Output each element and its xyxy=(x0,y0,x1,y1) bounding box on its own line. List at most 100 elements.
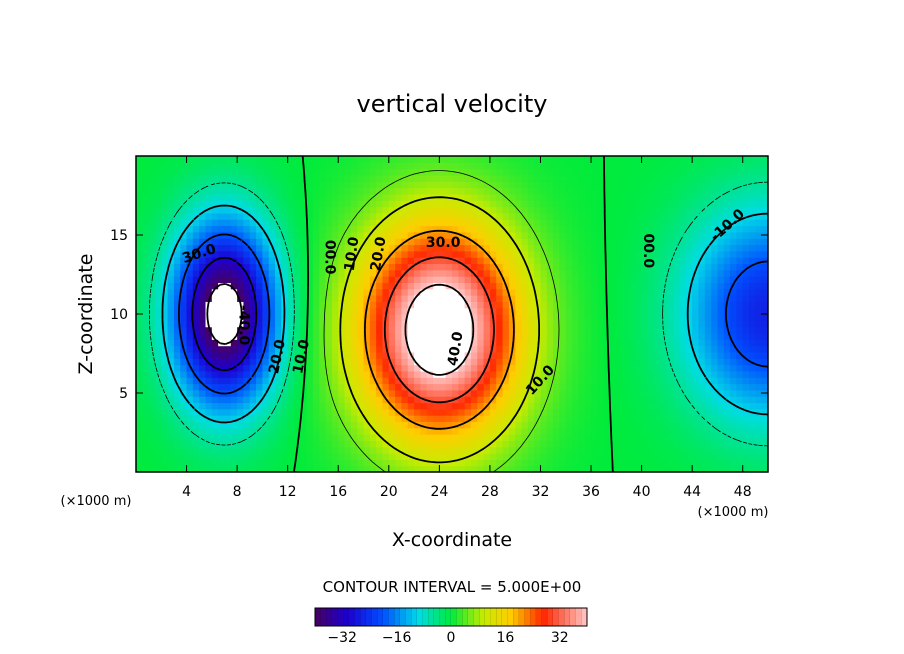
heat-cell xyxy=(414,459,421,467)
heat-cell xyxy=(420,206,428,214)
heat-cell xyxy=(540,389,548,397)
heat-cell xyxy=(186,288,194,296)
heat-cell xyxy=(711,231,719,239)
heat-cell xyxy=(433,364,440,372)
heat-cell xyxy=(742,307,750,315)
heat-cell xyxy=(540,295,548,302)
heat-cell xyxy=(205,168,213,176)
heat-cell xyxy=(502,326,510,334)
heat-cell xyxy=(578,238,586,246)
heat-cell xyxy=(262,301,270,309)
heat-cell xyxy=(136,212,143,220)
heat-cell xyxy=(546,181,554,189)
heat-cell xyxy=(565,351,573,359)
heat-cell xyxy=(527,288,535,296)
heat-cell xyxy=(218,276,226,283)
heat-cell xyxy=(357,162,365,170)
heat-cell xyxy=(502,465,510,472)
heat-cell xyxy=(439,421,447,429)
heat-cell xyxy=(350,383,358,391)
heat-cell xyxy=(344,332,352,340)
heat-cell xyxy=(275,345,282,353)
heat-cell xyxy=(736,434,744,441)
heat-cell xyxy=(647,446,655,454)
heat-cell xyxy=(698,187,706,195)
heat-cell xyxy=(572,238,579,246)
heat-cell xyxy=(161,389,169,397)
heat-cell xyxy=(192,263,200,271)
heat-cell xyxy=(395,364,403,372)
heat-cell xyxy=(173,453,181,460)
heat-cell xyxy=(527,156,535,163)
heat-cell xyxy=(749,351,756,359)
heat-cell xyxy=(439,440,447,448)
heat-cell xyxy=(262,295,270,302)
heat-cell xyxy=(540,434,548,441)
heat-cell xyxy=(445,326,453,334)
heat-cell xyxy=(610,370,617,378)
heat-cell xyxy=(483,238,491,246)
heat-cell xyxy=(559,200,567,208)
heat-cell xyxy=(237,269,245,277)
heat-cell xyxy=(420,269,428,277)
heat-cell xyxy=(502,231,510,239)
heat-cell xyxy=(565,339,573,347)
heat-cell xyxy=(243,389,251,397)
heat-cell xyxy=(376,193,384,201)
heat-cell xyxy=(477,269,485,277)
heat-cell xyxy=(477,358,485,366)
heat-cell xyxy=(610,453,617,460)
heat-cell xyxy=(515,370,523,378)
heat-cell xyxy=(698,370,706,378)
heat-cell xyxy=(344,307,352,315)
heat-cell xyxy=(287,301,295,309)
heat-cell xyxy=(414,358,421,366)
heat-cell xyxy=(742,453,750,460)
heat-cell xyxy=(224,168,232,176)
heat-cell xyxy=(237,459,245,467)
heat-cell xyxy=(205,421,213,429)
heat-cell xyxy=(275,193,282,201)
heat-cell xyxy=(426,446,434,454)
heat-cell xyxy=(136,276,143,283)
heat-cell xyxy=(628,396,636,404)
heat-cell xyxy=(502,269,510,277)
heat-cell xyxy=(521,238,529,246)
heat-cell xyxy=(407,415,415,423)
heat-cell xyxy=(546,187,554,195)
heat-cell xyxy=(256,269,263,277)
heat-cell xyxy=(344,301,352,309)
heat-cell xyxy=(344,212,352,220)
heat-cell xyxy=(218,219,226,227)
heat-cell xyxy=(256,257,263,265)
heat-cell xyxy=(395,453,403,460)
heat-cell xyxy=(294,421,301,429)
heat-cell xyxy=(483,345,491,353)
heat-cell xyxy=(218,282,226,290)
heat-cell xyxy=(742,168,750,176)
heat-cell xyxy=(628,162,636,170)
heat-cell xyxy=(275,434,282,441)
heat-cell xyxy=(186,453,194,460)
heat-cell xyxy=(433,415,440,423)
heat-cell xyxy=(508,427,516,435)
heat-cell xyxy=(249,238,257,246)
heat-cell xyxy=(508,465,516,472)
heat-cell xyxy=(167,383,175,391)
heat-cell xyxy=(597,358,605,366)
heat-cell xyxy=(445,339,453,347)
heat-cell xyxy=(407,320,415,328)
heat-cell xyxy=(420,244,428,252)
heat-cell xyxy=(616,402,624,410)
heat-cell xyxy=(325,225,333,233)
heat-cell xyxy=(610,440,617,448)
heat-cell xyxy=(237,174,245,182)
heat-cell xyxy=(414,446,421,454)
heat-cell xyxy=(294,332,301,340)
heat-cell xyxy=(275,301,282,309)
heat-cell xyxy=(584,332,592,340)
heat-cell xyxy=(331,162,339,170)
heat-cell xyxy=(192,231,200,239)
heat-cell xyxy=(136,168,143,176)
heat-cell xyxy=(464,276,472,283)
